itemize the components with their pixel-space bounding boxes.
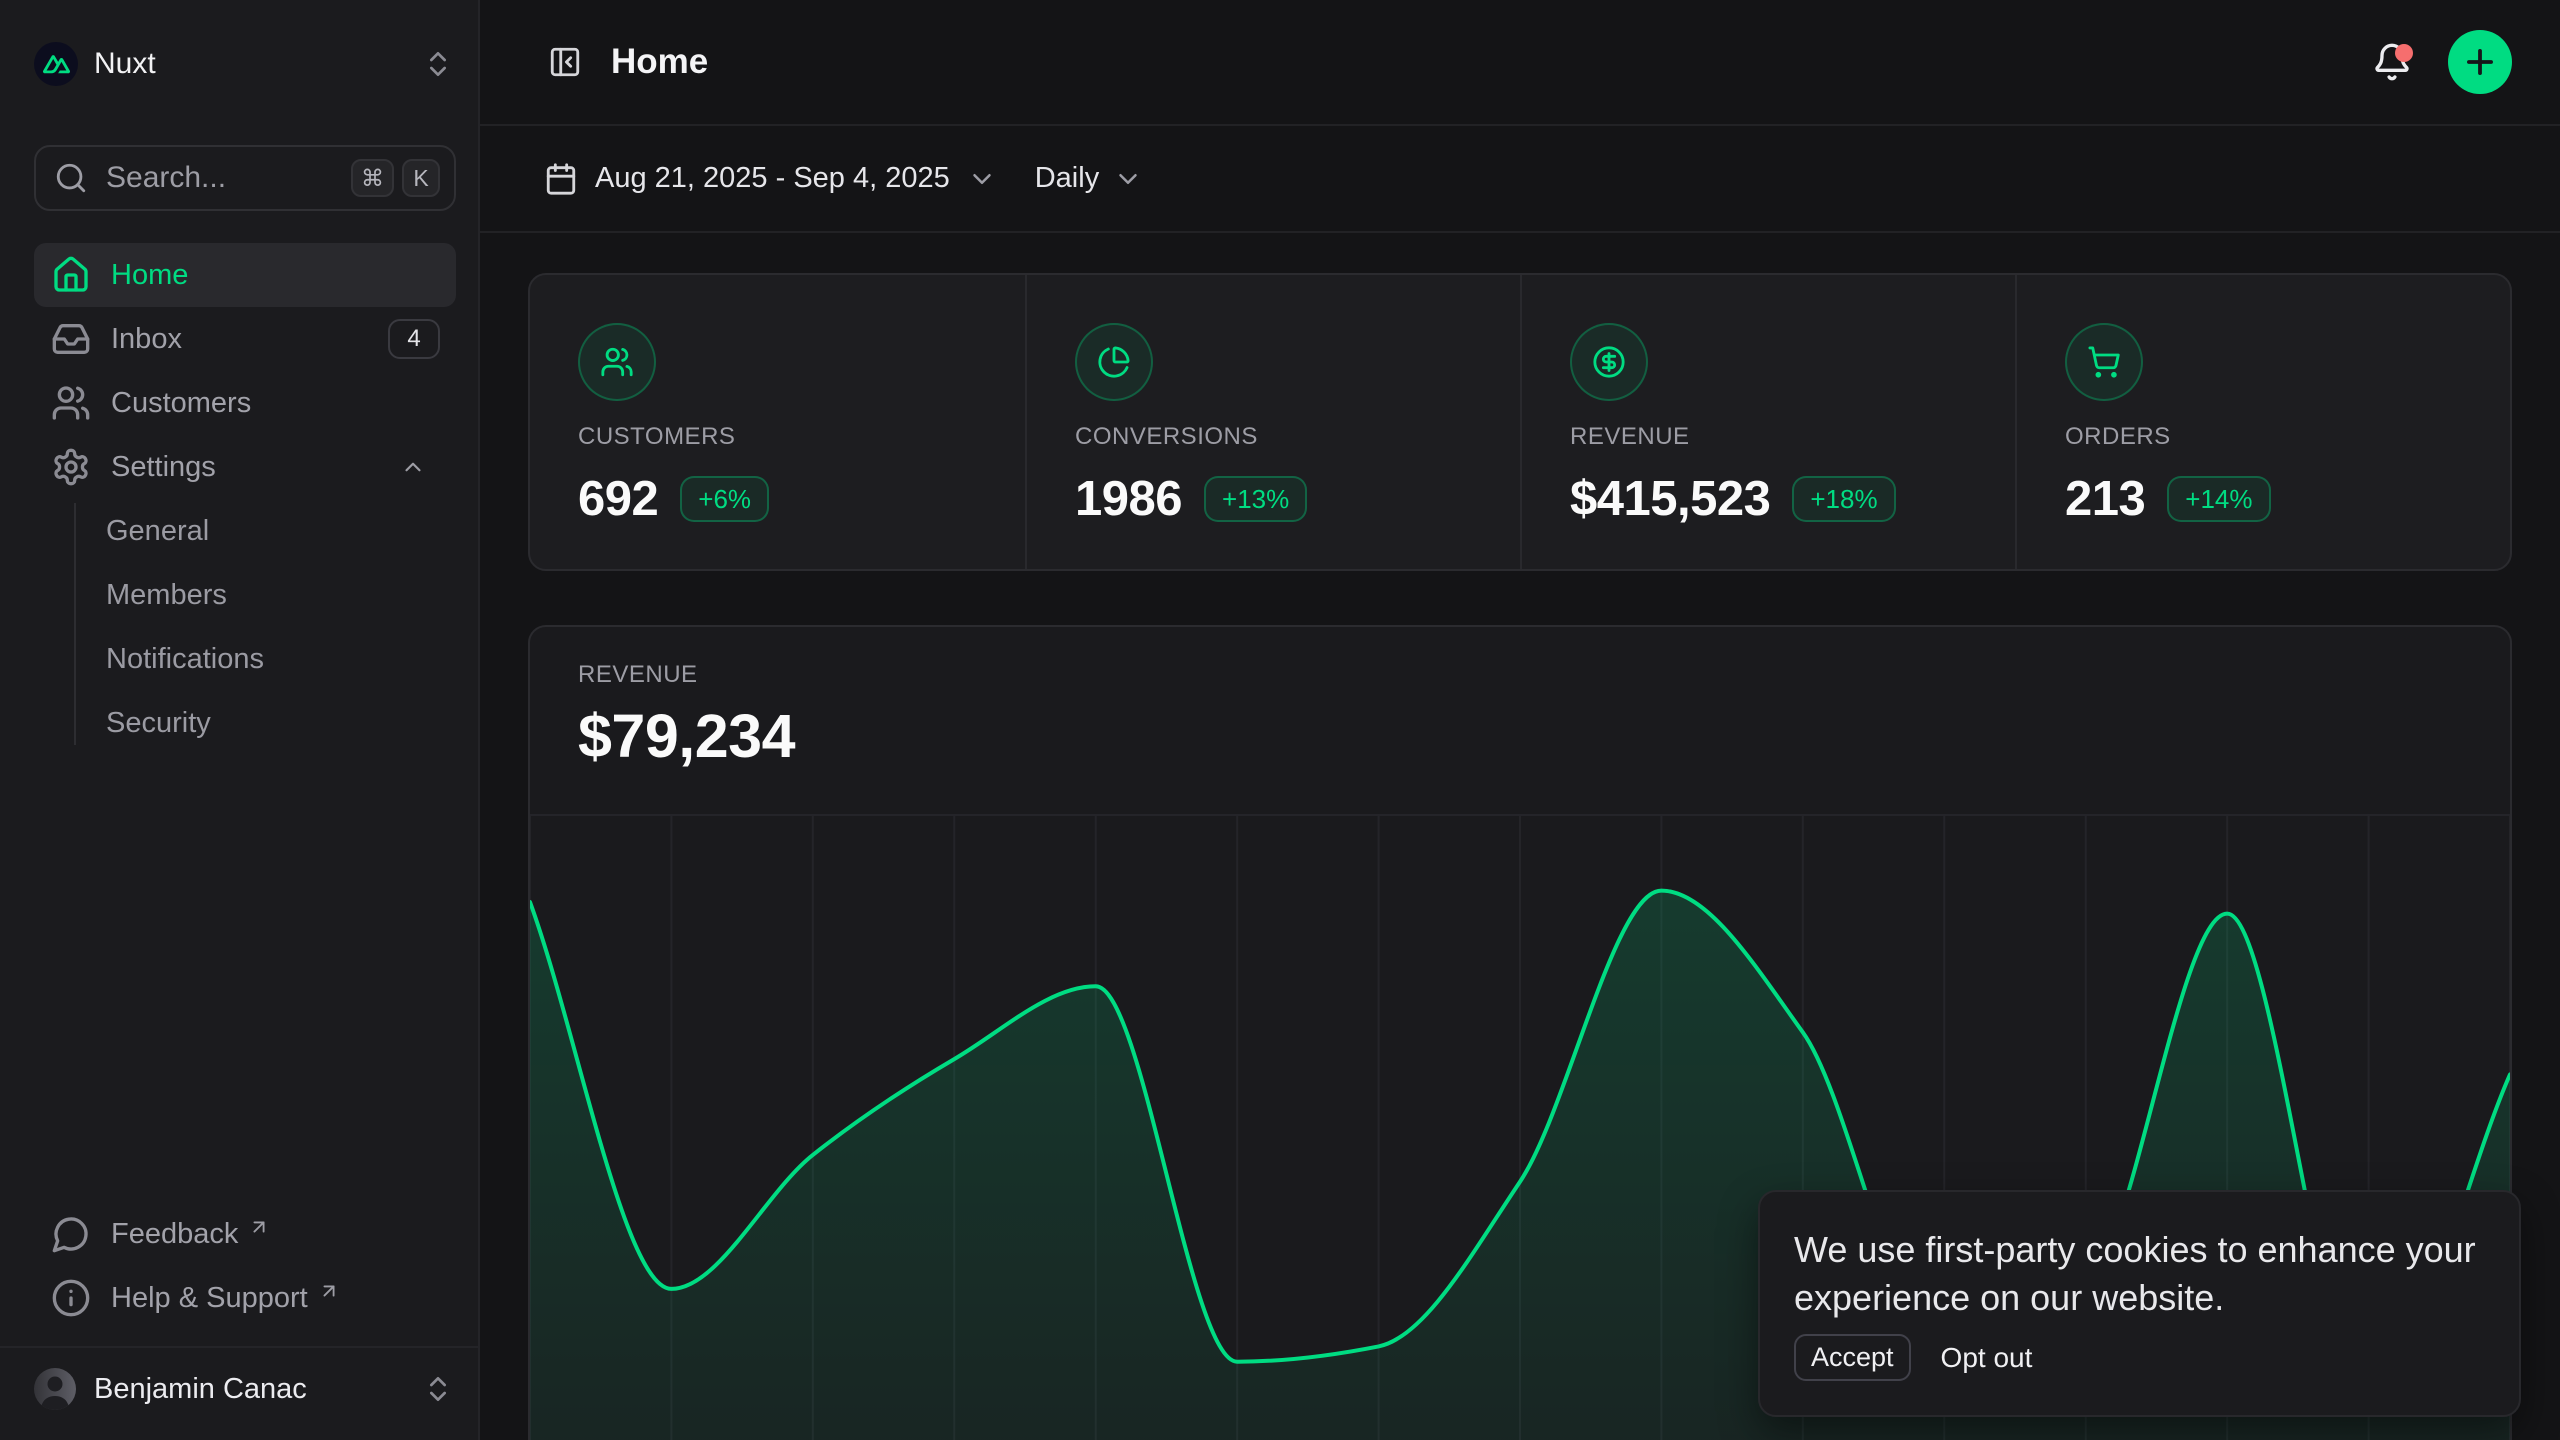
sidebar-body: Search... ⌘ K Home Inbox 4 — [0, 128, 478, 1202]
team-picker[interactable]: Nuxt — [34, 42, 454, 86]
stats-row: Customers 692 +6% Conversions 1986 +13% — [528, 273, 2512, 571]
sidebar-item-label: Feedback — [111, 1217, 239, 1250]
shopping-cart-icon — [2065, 323, 2143, 401]
sidebar-item-settings[interactable]: Settings — [34, 435, 456, 499]
chart-kicker: Revenue — [578, 661, 698, 688]
sidebar-item-feedback[interactable]: Feedback — [34, 1202, 456, 1266]
cookie-message: We use first-party cookies to enhance yo… — [1794, 1229, 2476, 1318]
chevrons-up-down-icon — [422, 1373, 454, 1405]
cookie-banner: We use first-party cookies to enhance yo… — [1758, 1190, 2521, 1417]
stat-card-customers[interactable]: Customers 692 +6% — [530, 275, 1025, 569]
sidebar-item-general[interactable]: General — [106, 499, 456, 563]
sidebar-item-label: Inbox — [111, 322, 182, 355]
stat-change-badge: +18% — [1792, 476, 1896, 522]
team-name: Nuxt — [94, 47, 156, 80]
inbox-icon — [51, 319, 91, 359]
chevrons-up-down-icon — [422, 48, 454, 80]
external-link-arrow-icon — [248, 1216, 270, 1238]
house-icon — [51, 255, 91, 295]
opt-out-button[interactable]: Opt out — [1935, 1334, 2039, 1381]
stat-label: Orders — [2065, 423, 2171, 450]
info-icon — [51, 1278, 91, 1318]
stat-card-revenue[interactable]: Revenue $415,523 +18% — [1520, 275, 2015, 569]
settings-subnav: General Members Notifications Security — [34, 499, 456, 755]
stat-card-orders[interactable]: Orders 213 +14% — [2015, 275, 2510, 569]
stat-value: $415,523 — [1570, 472, 1771, 526]
sidebar-item-label: Help & Support — [111, 1281, 308, 1314]
pie-chart-icon — [1075, 323, 1153, 401]
sidebar-item-help-support[interactable]: Help & Support — [34, 1266, 456, 1330]
search-placeholder: Search... — [106, 161, 227, 194]
notifications-button[interactable] — [2364, 34, 2420, 90]
sidebar-item-customers[interactable]: Customers — [34, 371, 456, 435]
sidebar-footer: Feedback Help & Support — [0, 1202, 478, 1346]
user-menu[interactable]: Benjamin Canac — [34, 1360, 454, 1418]
sidebar-item-label: Customers — [111, 386, 252, 419]
sidebar-user-section: Benjamin Canac — [0, 1346, 478, 1440]
stat-value: 692 — [578, 472, 659, 526]
date-range-picker[interactable]: Aug 21, 2025 - Sep 4, 2025 — [544, 162, 997, 196]
period-select[interactable]: Daily — [1035, 162, 1143, 195]
sidebar-item-label: Notifications — [106, 642, 264, 675]
page-title: Home — [611, 42, 709, 81]
cookie-actions: Accept Opt out — [1794, 1334, 2485, 1381]
users-icon — [578, 323, 656, 401]
sidebar-header: Nuxt — [0, 0, 478, 128]
revenue-chart-card: Revenue $79,234 — [528, 625, 2512, 1440]
stat-card-conversions[interactable]: Conversions 1986 +13% — [1025, 275, 1520, 569]
stat-label: Revenue — [1570, 423, 1690, 450]
sidebar-item-members[interactable]: Members — [106, 563, 456, 627]
nuxt-logo-icon — [34, 42, 78, 86]
search-input[interactable]: Search... ⌘ K — [34, 145, 456, 211]
calendar-icon — [544, 162, 578, 196]
stat-label: Customers — [578, 423, 736, 450]
revenue-area-chart[interactable] — [530, 814, 2510, 1440]
stat-change-badge: +14% — [2167, 476, 2271, 522]
user-name: Benjamin Canac — [94, 1372, 307, 1405]
sidebar: Nuxt Search... ⌘ K Home — [0, 0, 480, 1440]
chart-total: $79,234 — [578, 702, 796, 770]
date-range-label: Aug 21, 2025 - Sep 4, 2025 — [595, 162, 950, 194]
filters-toolbar: Aug 21, 2025 - Sep 4, 2025 Daily — [480, 126, 2560, 233]
sidebar-item-label: Settings — [111, 450, 216, 483]
stat-value: 213 — [2065, 472, 2146, 526]
sidebar-item-inbox[interactable]: Inbox 4 — [34, 307, 456, 371]
stat-change-badge: +13% — [1204, 476, 1308, 522]
dollar-circle-icon — [1570, 323, 1648, 401]
kbd-cmd: ⌘ — [351, 159, 394, 197]
stat-change-badge: +6% — [680, 476, 770, 522]
sidebar-item-notifications[interactable]: Notifications — [106, 627, 456, 691]
gear-icon — [51, 447, 91, 487]
sidebar-item-security[interactable]: Security — [106, 691, 456, 755]
search-icon — [54, 161, 88, 195]
period-label: Daily — [1034, 162, 1100, 194]
kbd-k: K — [402, 159, 440, 197]
collapse-sidebar-button[interactable] — [543, 40, 587, 84]
chevron-down-icon — [1113, 164, 1143, 194]
add-button[interactable] — [2448, 30, 2512, 94]
message-circle-icon — [51, 1214, 91, 1254]
stat-label: Conversions — [1075, 423, 1258, 450]
stat-value: 1986 — [1075, 472, 1183, 526]
page-header: Home — [480, 0, 2560, 126]
sidebar-nav: Home Inbox 4 Customers Settings — [34, 243, 456, 755]
sidebar-item-label: Home — [111, 258, 189, 291]
sidebar-item-label: General — [106, 514, 210, 547]
external-link-arrow-icon — [318, 1280, 340, 1302]
revenue-chart-header: Revenue $79,234 — [530, 627, 2510, 771]
avatar — [34, 1368, 76, 1410]
notification-dot — [2395, 44, 2413, 62]
users-icon — [51, 383, 91, 423]
sidebar-item-label: Security — [106, 706, 211, 739]
sidebar-item-home[interactable]: Home — [34, 243, 456, 307]
chevron-up-icon — [400, 454, 426, 480]
content: Customers 692 +6% Conversions 1986 +13% — [480, 233, 2560, 1440]
accept-button[interactable]: Accept — [1794, 1334, 1911, 1381]
sidebar-item-label: Members — [106, 578, 227, 611]
inbox-count-badge: 4 — [388, 319, 440, 359]
search-shortcut: ⌘ K — [351, 159, 440, 197]
chevron-down-icon — [967, 164, 997, 194]
